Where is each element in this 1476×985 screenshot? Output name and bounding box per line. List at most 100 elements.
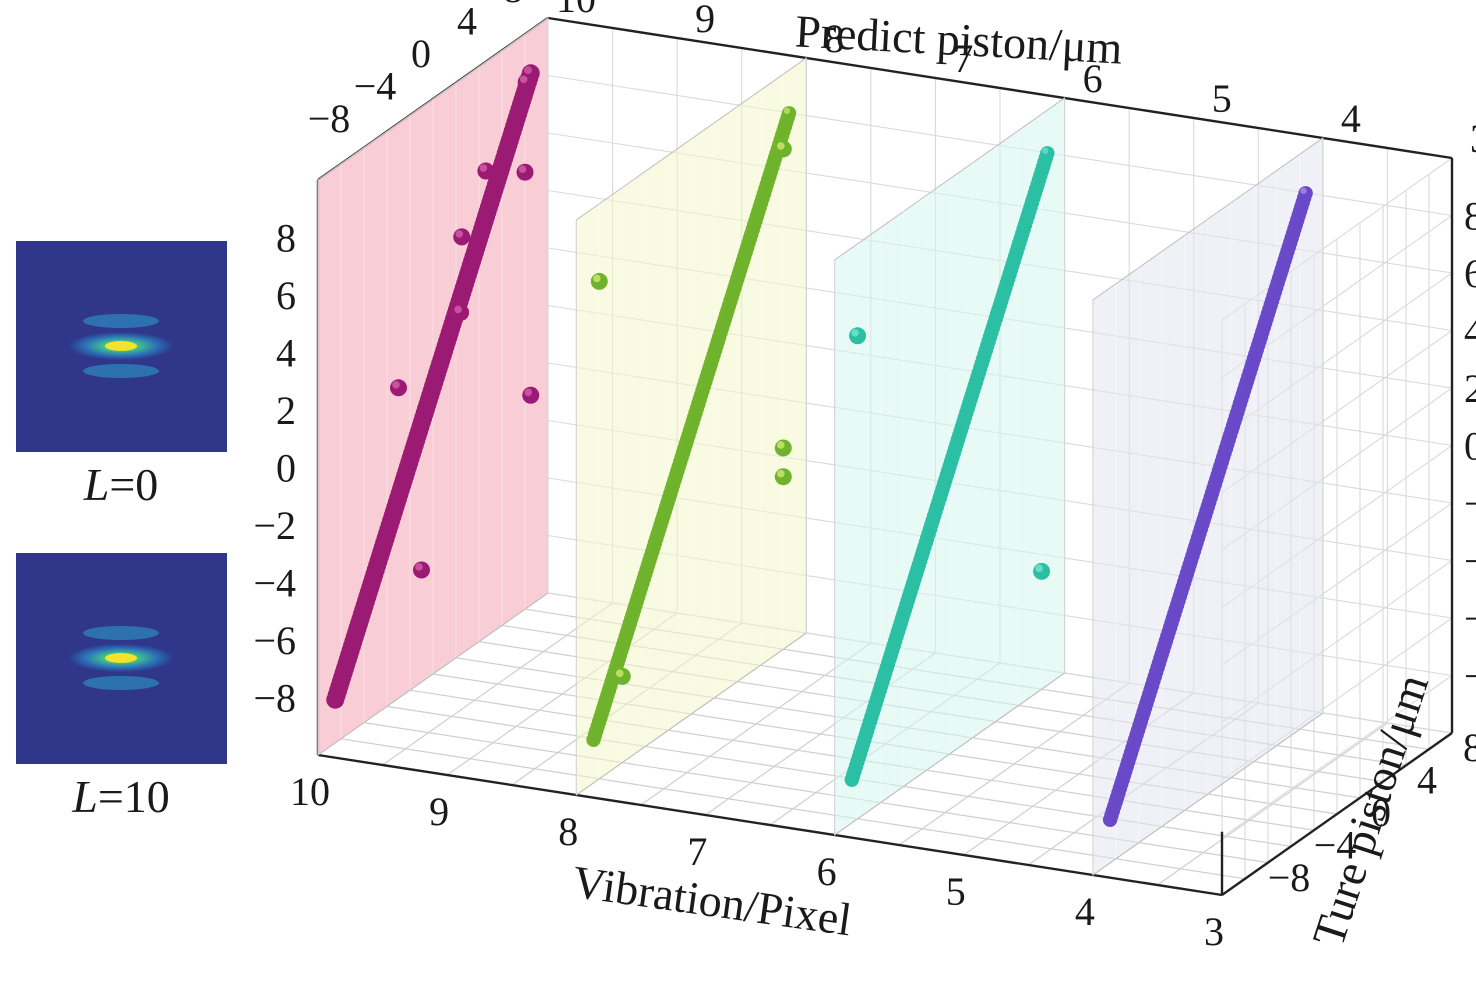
outlier-point	[452, 303, 470, 321]
outlier-highlight	[1035, 564, 1043, 573]
series-points-4	[1102, 186, 1313, 827]
vibration-axis-title: Vibration/Pixel	[570, 856, 855, 946]
predict-tick-label: 0	[411, 31, 431, 76]
inset-psf-peak	[105, 653, 137, 663]
vibration-tick-label: 8	[558, 809, 578, 854]
outlier-point	[390, 379, 407, 397]
outlier-point	[590, 272, 608, 290]
right-vertical-tick-label: −6	[1464, 596, 1476, 641]
outlier-point	[774, 468, 792, 486]
axis-edge	[317, 753, 1223, 897]
ture-tick-label: 0	[1371, 790, 1391, 835]
right-vertical-tick-label: 4	[1464, 309, 1476, 354]
inset-fringe	[83, 314, 159, 328]
top-vibration-tick-label: 10	[556, 0, 596, 21]
outlier-point	[413, 561, 430, 579]
inset-fringe	[83, 676, 159, 690]
left-vertical-tick-label: 0	[276, 446, 296, 491]
right-vertical-tick-label: −4	[1464, 539, 1476, 584]
outlier-point	[613, 667, 631, 685]
outlier-highlight	[392, 381, 400, 389]
outlier-highlight	[615, 669, 624, 678]
outlier-highlight	[776, 142, 785, 150]
ture-tick-label: 8	[1463, 725, 1476, 770]
left-vertical-tick-label: −6	[253, 618, 296, 663]
vibration-tick-label: 7	[687, 829, 707, 874]
data-point	[1040, 146, 1055, 161]
series-points	[326, 64, 1313, 827]
top-vibration-tick-label: 6	[1083, 56, 1103, 101]
left-vertical-tick-label: −8	[253, 676, 296, 721]
axis-edge	[1221, 732, 1453, 896]
outlier-point	[849, 327, 867, 345]
top-vibration-tick-label: 3	[1470, 116, 1476, 161]
outlier-point	[517, 73, 535, 91]
vibration-tick-label: 10	[290, 769, 330, 814]
outlier-point	[453, 228, 471, 246]
tick-labels: 109876543109876543−8−4048840−4−886420−2−…	[253, 0, 1476, 954]
inset-group: L=0L=10	[16, 241, 227, 822]
inset-caption: L=10	[71, 771, 170, 822]
inset-caption-variable: L	[71, 771, 98, 822]
outlier-point	[522, 386, 540, 404]
right-vertical-tick-label: 2	[1464, 366, 1476, 411]
left-vertical-tick-label: −4	[253, 561, 296, 606]
outlier-point	[477, 162, 495, 180]
outlier-highlight	[592, 274, 601, 283]
ture-tick-label: −8	[1268, 855, 1311, 900]
outlier-highlight	[454, 305, 462, 314]
outlier-highlight	[479, 164, 488, 172]
series-planes	[317, 17, 1324, 876]
ture-tick-label: −4	[1314, 822, 1357, 867]
data-point-highlight	[783, 107, 791, 114]
inset-caption-variable: L	[83, 459, 110, 510]
vibration-tick-label: 3	[1204, 909, 1224, 954]
outlier-highlight	[851, 329, 859, 337]
outlier-highlight	[776, 469, 785, 478]
inset-caption-value: =0	[109, 459, 158, 510]
series-points-10	[326, 64, 540, 709]
outlier-point	[774, 439, 792, 457]
top-vibration-tick-label: 9	[695, 0, 715, 41]
top-vibration-tick-label: 4	[1341, 96, 1361, 141]
right-vertical-tick-label: 6	[1464, 251, 1476, 296]
inset-caption-value: =10	[98, 771, 170, 822]
top-vibration-tick-label: 5	[1212, 76, 1232, 121]
data-point-highlight	[1041, 147, 1049, 154]
left-vertical-tick-label: −2	[253, 503, 296, 548]
inset-caption: L=0	[83, 459, 159, 510]
right-vertical-tick-label: 8	[1464, 194, 1476, 239]
axis-edge	[547, 16, 1453, 160]
data-point-highlight	[524, 66, 533, 75]
inset-fringe	[83, 364, 159, 378]
ture-tick-label: 4	[1417, 758, 1437, 803]
predict-tick-label: −4	[354, 63, 397, 108]
outlier-point	[774, 140, 792, 158]
outlier-highlight	[519, 75, 528, 84]
predict-tick-label: −8	[308, 96, 351, 141]
outlier-highlight	[524, 388, 533, 397]
right-vertical-tick-label: −8	[1464, 654, 1476, 699]
data-point-highlight	[1300, 187, 1307, 194]
side-gridline	[1221, 675, 1453, 838]
right-vertical-tick-label: −2	[1464, 481, 1476, 526]
left-vertical-tick-label: 8	[276, 216, 296, 261]
series-points-6	[844, 146, 1055, 787]
outlier-point	[1033, 562, 1051, 580]
vibration-tick-label: 9	[429, 789, 449, 834]
outlier-highlight	[776, 441, 785, 449]
right-vertical-tick-label: 0	[1464, 424, 1476, 469]
left-vertical-tick-label: 6	[276, 273, 296, 318]
left-vertical-tick-label: 4	[276, 331, 296, 376]
top-vibration-tick-label: 8	[824, 16, 844, 61]
predict-tick-label: 8	[503, 0, 523, 11]
outlier-highlight	[518, 165, 527, 173]
outlier-highlight	[455, 230, 464, 238]
series-points-8	[586, 106, 797, 747]
data-point	[781, 106, 797, 121]
inset-psf-peak	[105, 341, 137, 351]
data-point	[1298, 186, 1313, 201]
outlier-point	[516, 163, 534, 181]
left-vertical-tick-label: 2	[276, 388, 296, 433]
